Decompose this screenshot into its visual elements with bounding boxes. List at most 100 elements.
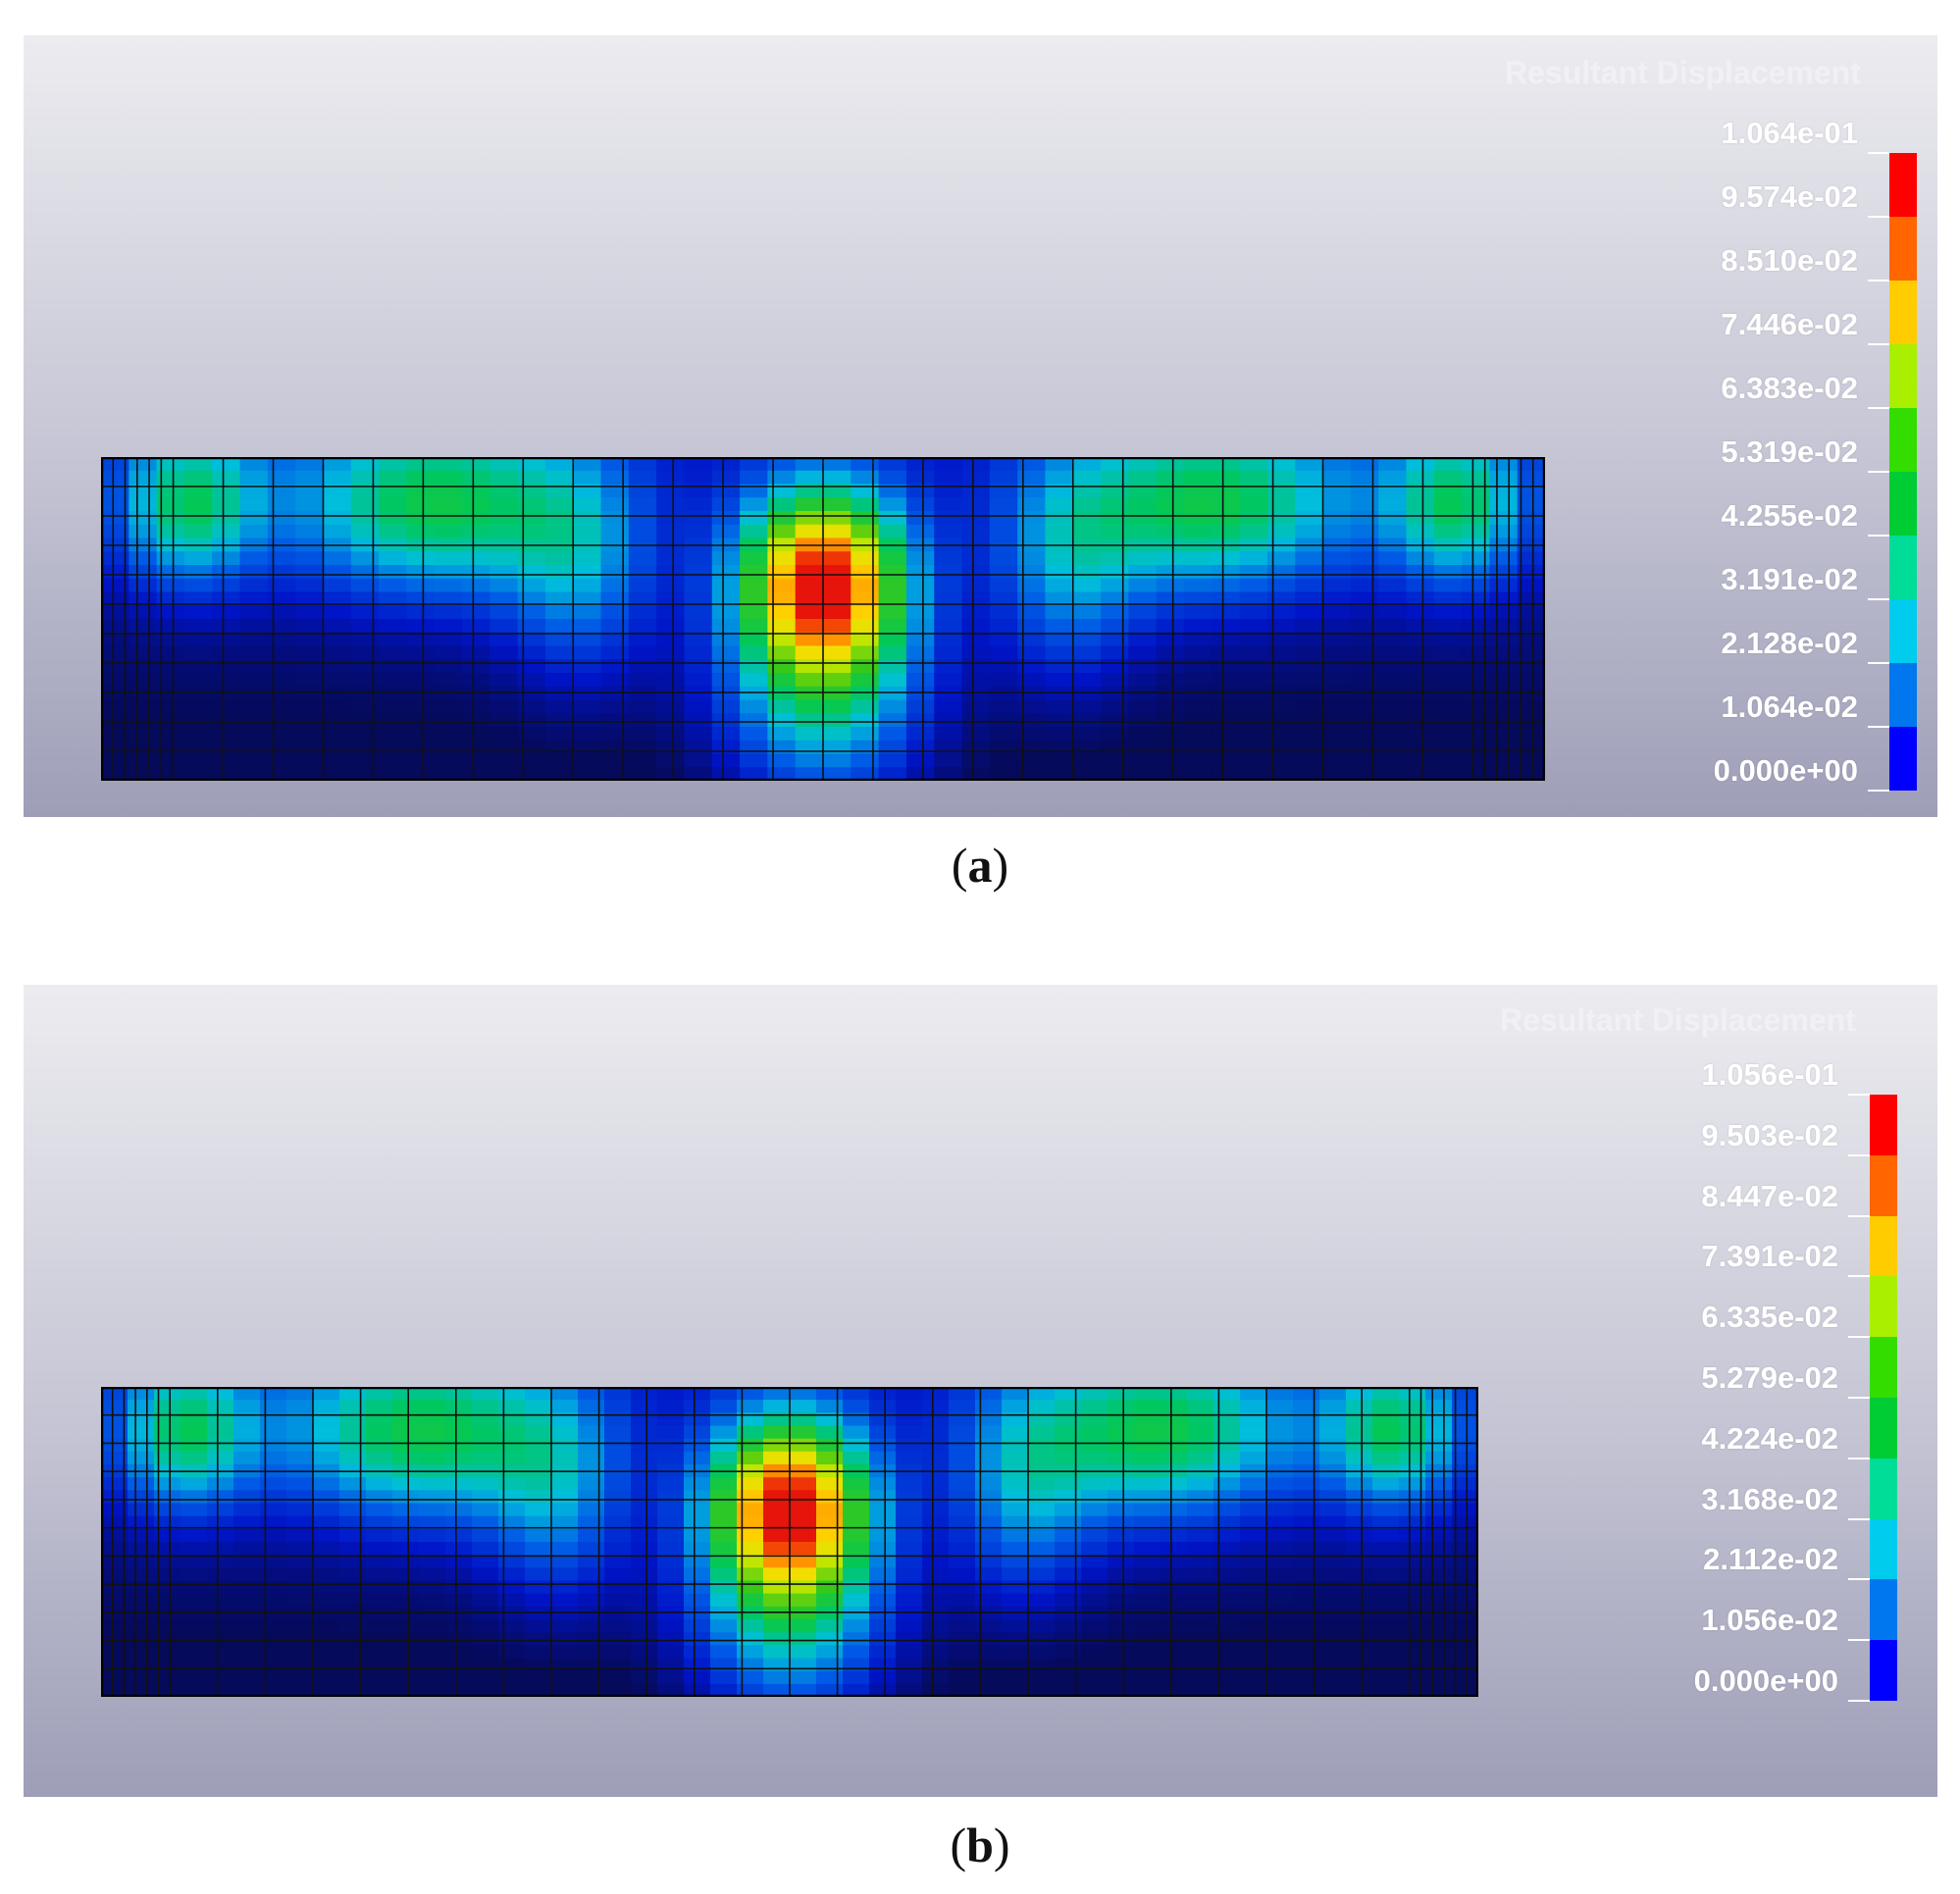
contour-cell: [843, 1683, 870, 1697]
contour-cell: [286, 1567, 314, 1582]
contour-cell: [1101, 591, 1129, 606]
contour-cell: [392, 1503, 420, 1517]
colorbar-tick-label: 5.319e-02: [1721, 435, 1858, 469]
contour-cell: [498, 1515, 526, 1530]
contour-cell: [1108, 1477, 1135, 1491]
contour-cell: [975, 1658, 1003, 1672]
contour-cell: [267, 578, 296, 593]
contour-cell: [544, 551, 574, 566]
contour-cell: [1212, 565, 1241, 580]
contour-cell: [295, 767, 325, 781]
contour-cell: [551, 1503, 579, 1517]
contour-cell: [1319, 1438, 1347, 1453]
contour-cell: [128, 1515, 155, 1530]
contour-cell: [295, 686, 325, 701]
contour-cell: [128, 1593, 155, 1608]
contour-cell: [843, 1490, 870, 1505]
colorbar-segment: [1889, 536, 1917, 599]
contour-cell: [339, 1503, 367, 1517]
contour-cell: [1156, 457, 1185, 472]
contour-cell: [1108, 1438, 1135, 1453]
contour-cell: [961, 686, 991, 701]
contour-cell: [790, 1451, 817, 1465]
contour-cell: [795, 497, 824, 512]
contour-cell: [207, 1606, 234, 1620]
contour-cell: [286, 1451, 314, 1465]
contour-cell: [684, 740, 713, 755]
contour-cell: [869, 1593, 897, 1608]
contour-cell: [101, 699, 129, 714]
contour-cell: [684, 551, 713, 566]
colorbar-segment: [1870, 1579, 1897, 1641]
contour-cell: [544, 591, 574, 606]
contour-cell: [129, 767, 158, 781]
contour-cell: [286, 1670, 314, 1685]
contour-cell: [1322, 713, 1352, 728]
contour-cell: [1399, 1619, 1426, 1633]
contour-cell: [1187, 1632, 1214, 1646]
contour-cell: [1406, 767, 1435, 781]
contour-cell: [961, 673, 991, 688]
contour-cell: [1212, 673, 1241, 688]
contour-cell: [1134, 1632, 1161, 1646]
contour-cell: [711, 767, 741, 781]
contour-cell: [989, 524, 1018, 539]
contour-cell: [181, 1387, 208, 1401]
contour-cell: [878, 767, 907, 781]
contour-cell: [851, 673, 880, 688]
contour-cell: [517, 511, 546, 526]
contour-cell: [1187, 1451, 1214, 1465]
contour-cell: [101, 457, 129, 472]
contour-cell: [816, 1503, 844, 1517]
contour-cell: [156, 645, 185, 660]
contour-cell: [989, 457, 1018, 472]
colorbar-segment: [1870, 1095, 1897, 1155]
contour-cell: [1187, 1438, 1214, 1453]
contour-cell: [1184, 740, 1212, 755]
contour-cell: [1240, 1632, 1267, 1646]
contour-cell: [975, 1412, 1003, 1427]
contour-cell: [684, 1593, 711, 1608]
contour-cell: [1433, 740, 1463, 755]
contour-cell: [1266, 1670, 1294, 1685]
contour-cell: [1462, 470, 1490, 486]
contour-cell: [1212, 699, 1241, 714]
contour-cell: [286, 1503, 314, 1517]
contour-cell: [795, 457, 824, 472]
contour-cell: [684, 699, 713, 714]
contour-cell: [129, 619, 158, 634]
contour-cell: [156, 470, 185, 486]
contour-cell: [154, 1477, 181, 1491]
contour-cell: [1108, 1606, 1135, 1620]
contour-cell: [1399, 1528, 1426, 1543]
contour-cell: [1372, 1580, 1400, 1595]
contour-cell: [740, 470, 768, 486]
contour-cell: [905, 645, 935, 660]
mesh-border: [101, 457, 1545, 781]
contour-cell: [1295, 497, 1324, 512]
contour-cell: [267, 659, 296, 674]
contour-cell: [1517, 605, 1545, 620]
contour-cell: [1346, 1490, 1373, 1505]
contour-cell: [1433, 470, 1463, 486]
contour-cell: [1161, 1400, 1188, 1413]
contour-cell: [878, 484, 907, 498]
contour-cell: [684, 1683, 711, 1697]
contour-cell: [1156, 484, 1185, 498]
contour-cell: [1378, 632, 1408, 647]
contour-cell: [816, 1477, 844, 1491]
contour-cell: [656, 767, 686, 781]
contour-cell: [740, 699, 768, 714]
contour-cell: [961, 551, 991, 566]
contour-cell: [737, 1412, 764, 1427]
contour-cell: [1134, 1387, 1161, 1401]
contour-cell: [267, 767, 296, 781]
contour-cell: [233, 1451, 261, 1465]
contour-cell: [1017, 699, 1047, 714]
contour-cell: [1350, 645, 1379, 660]
contour-cell: [851, 470, 880, 486]
contour-cell: [823, 619, 851, 634]
contour-cell: [684, 1490, 711, 1505]
contour-cell: [1213, 1412, 1241, 1427]
contour-cell: [490, 484, 519, 498]
